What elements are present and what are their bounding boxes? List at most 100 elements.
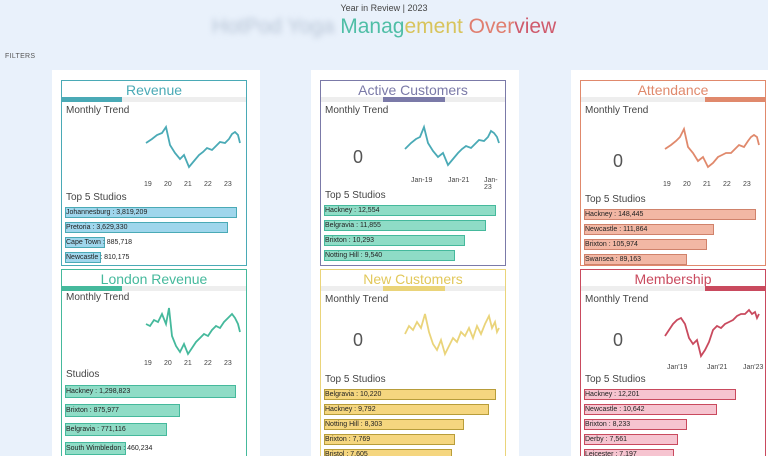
card-title: London Revenue bbox=[100, 271, 208, 287]
brand-name-blurred: HotPod Yoga bbox=[211, 15, 335, 38]
axis-label: 21 bbox=[184, 181, 192, 188]
active-customers-card[interactable]: Active Customers Monthly Trend 0 Jan-19 … bbox=[320, 80, 506, 266]
monthly-trend-label: Monthly Trend bbox=[585, 105, 649, 116]
studio-bar[interactable] bbox=[65, 385, 236, 398]
axis-label: 20 bbox=[164, 360, 172, 367]
new-customers-card[interactable]: New Customers Monthly Trend 0 Top 5 Stud… bbox=[320, 269, 506, 456]
studio-bar-label: Johannesburg : 3,819,209 bbox=[66, 209, 148, 216]
studio-bar[interactable] bbox=[65, 252, 101, 263]
london-revenue-card[interactable]: London Revenue Monthly Trend 19 20 21 22… bbox=[61, 269, 247, 456]
axis-label: Jan'19 bbox=[667, 364, 688, 371]
monthly-trend-sparkline[interactable] bbox=[144, 119, 242, 171]
monthly-trend-label: Monthly Trend bbox=[325, 294, 389, 305]
studio-bar[interactable] bbox=[584, 389, 736, 400]
studio-bar[interactable] bbox=[584, 239, 707, 250]
studio-bar[interactable] bbox=[324, 419, 464, 430]
axis-label: 22 bbox=[204, 360, 212, 367]
studio-bar-label: Brixton : 105,974 bbox=[585, 241, 638, 248]
card-header: New Customers bbox=[321, 270, 505, 291]
studio-bar[interactable] bbox=[65, 423, 167, 436]
axis-label: 22 bbox=[204, 181, 212, 188]
card-header: London Revenue bbox=[62, 270, 246, 291]
studio-bar[interactable] bbox=[584, 434, 678, 445]
studio-bar-label: Bristol : 7,605 bbox=[325, 451, 368, 456]
header-accent-bar bbox=[62, 97, 246, 102]
studio-bar-label: Notting Hill : 8,303 bbox=[325, 421, 383, 428]
title-part-1: Manag bbox=[340, 15, 405, 38]
revenue-card[interactable]: Revenue Monthly Trend 19 20 21 22 23 Top… bbox=[61, 80, 247, 266]
column-panel-2: Active Customers Monthly Trend 0 Jan-19 … bbox=[311, 70, 519, 456]
studio-bar[interactable] bbox=[324, 404, 489, 415]
top5-studios-label: Top 5 Studios bbox=[66, 192, 127, 203]
axis-label: 21 bbox=[184, 360, 192, 367]
studio-bar-label: Hackney : 12,201 bbox=[585, 391, 640, 398]
monthly-trend-label: Monthly Trend bbox=[66, 105, 130, 116]
top5-studios-label: Top 5 Studios bbox=[585, 374, 646, 385]
card-header: Membership bbox=[581, 270, 765, 291]
header-accent-bar bbox=[321, 97, 505, 102]
studio-bar-label: Brixton : 7,769 bbox=[325, 436, 371, 443]
studio-bar[interactable] bbox=[584, 254, 687, 265]
top5-studios-label: Top 5 Studios bbox=[325, 374, 386, 385]
studio-bar[interactable] bbox=[324, 265, 444, 266]
studio-bar[interactable] bbox=[584, 209, 756, 220]
studio-bar[interactable] bbox=[65, 404, 180, 417]
header-accent-bar bbox=[62, 286, 246, 291]
studio-bar[interactable] bbox=[65, 237, 105, 248]
axis-label: 21 bbox=[703, 181, 711, 188]
studio-bar-label: Newcastle : 8,753 bbox=[325, 265, 381, 266]
studio-bar-label: Hackney : 148,445 bbox=[585, 211, 644, 218]
card-title: Membership bbox=[634, 271, 712, 287]
studio-bar[interactable] bbox=[324, 389, 496, 400]
zero-value: 0 bbox=[613, 330, 624, 350]
studio-bar[interactable] bbox=[65, 442, 126, 455]
membership-card[interactable]: Membership Monthly Trend 0 Jan'19 Jan'21… bbox=[580, 269, 766, 456]
card-header: Active Customers bbox=[321, 81, 505, 102]
axis-label: 22 bbox=[723, 181, 731, 188]
monthly-trend-sparkline[interactable] bbox=[144, 304, 242, 358]
studio-bar-label: Belgravia : 10,220 bbox=[325, 391, 382, 398]
attendance-card[interactable]: Attendance Monthly Trend 0 19 20 21 22 2… bbox=[580, 80, 766, 266]
axis-label: Jan-19 bbox=[411, 177, 433, 184]
monthly-trend-sparkline[interactable] bbox=[663, 308, 761, 360]
studio-bar[interactable] bbox=[324, 449, 452, 456]
axis-label: Jan-23 bbox=[484, 177, 498, 191]
studio-bar[interactable] bbox=[324, 220, 486, 231]
studio-bar[interactable] bbox=[324, 250, 455, 261]
studio-bar-label: Hackney : 1,298,823 bbox=[66, 388, 131, 395]
studio-bar[interactable] bbox=[324, 235, 465, 246]
studios-label: Studios bbox=[66, 369, 100, 380]
studio-bar-label: Brixton : 8,233 bbox=[585, 421, 631, 428]
axis-label: 23 bbox=[224, 181, 232, 188]
column-panel-3: Attendance Monthly Trend 0 19 20 21 22 2… bbox=[571, 70, 768, 456]
axis-label: 20 bbox=[683, 181, 691, 188]
studio-bar-label: Newcastle : 10,642 bbox=[585, 406, 645, 413]
studio-bar-label: South Wimbledon : 460,234 bbox=[66, 445, 153, 452]
studio-bar-label: Hackney : 9,792 bbox=[325, 406, 376, 413]
studio-bar-label: Brixton : 875,977 bbox=[66, 407, 119, 414]
axis-label: 19 bbox=[144, 360, 152, 367]
axis-label: Jan-21 bbox=[448, 177, 470, 184]
studio-bar[interactable] bbox=[584, 449, 674, 456]
studio-bar[interactable] bbox=[65, 222, 228, 233]
monthly-trend-sparkline[interactable] bbox=[663, 119, 761, 171]
monthly-trend-sparkline[interactable] bbox=[403, 308, 501, 360]
studio-bar[interactable] bbox=[584, 419, 687, 430]
studio-bar[interactable] bbox=[65, 207, 237, 218]
monthly-trend-sparkline[interactable] bbox=[403, 119, 501, 171]
studio-bar-label: Derby : 7,561 bbox=[585, 436, 628, 443]
title-part-3: Over bbox=[462, 15, 515, 38]
studio-bar[interactable] bbox=[324, 205, 496, 216]
studio-bar[interactable] bbox=[324, 434, 455, 445]
header-accent-bar bbox=[321, 286, 505, 291]
axis-label: 19 bbox=[144, 181, 152, 188]
header-accent-bar bbox=[581, 286, 765, 291]
axis-label: 23 bbox=[224, 360, 232, 367]
studio-bar[interactable] bbox=[584, 404, 717, 415]
studio-bar-label: Newcastle : 111,864 bbox=[585, 226, 648, 233]
studio-bar[interactable] bbox=[584, 224, 714, 235]
studio-bar-label: Hackney : 12,554 bbox=[325, 207, 380, 214]
axis-label: 23 bbox=[743, 181, 751, 188]
filters-button[interactable]: FILTERS bbox=[5, 53, 36, 60]
studio-bar-label: Swansea : 89,163 bbox=[585, 256, 642, 263]
